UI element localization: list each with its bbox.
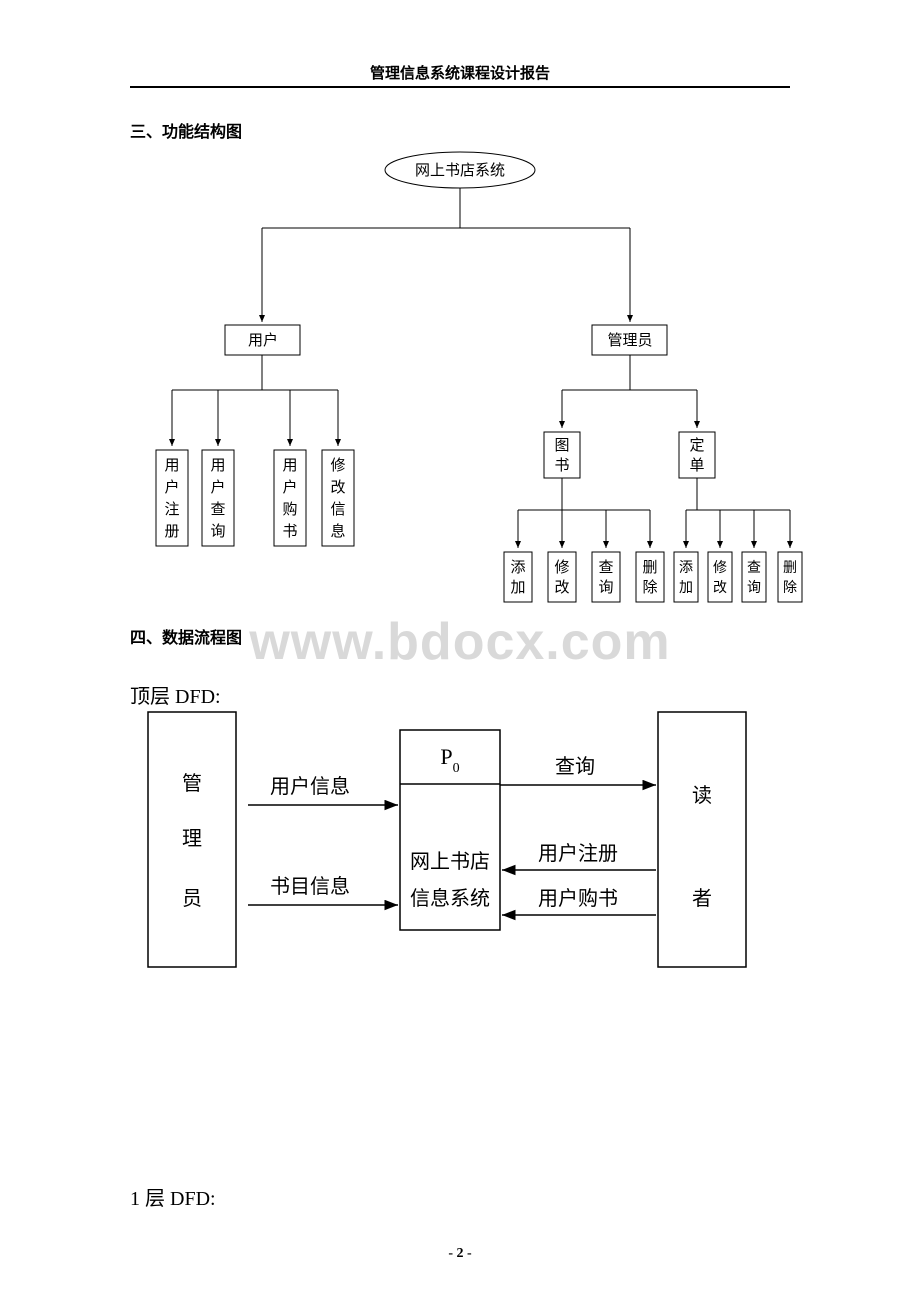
svg-text:加: 加 (679, 580, 693, 596)
svg-text:加: 加 (510, 579, 525, 596)
tree-root: 网上书店系统 (415, 162, 505, 179)
header-underline (130, 86, 790, 88)
svg-text:理: 理 (182, 828, 202, 850)
flow-user-info: 用户信息 (270, 775, 350, 798)
svg-text:户: 户 (282, 479, 297, 496)
svg-text:网上书店: 网上书店 (410, 850, 490, 873)
dfd-top-title: 顶层 DFD: (130, 680, 221, 709)
svg-text:询: 询 (598, 579, 613, 596)
svg-text:改: 改 (554, 579, 569, 596)
flow-user-reg: 用户注册 (538, 842, 618, 865)
svg-text:删: 删 (783, 560, 797, 576)
svg-text:除: 除 (783, 580, 797, 596)
svg-text:信息系统: 信息系统 (410, 887, 490, 910)
svg-text:除: 除 (642, 579, 657, 596)
tree-user: 用户 (248, 332, 278, 349)
svg-text:询: 询 (747, 580, 761, 596)
function-tree-diagram: 网上书店系统 用户 管理员 用 户 注 册 用 户 (0, 140, 920, 620)
page-header-title: 管理信息系统课程设计报告 (0, 62, 920, 83)
svg-text:定: 定 (689, 437, 704, 454)
page-number: - 2 - (0, 1246, 920, 1262)
svg-text:册: 册 (164, 524, 179, 540)
document-page: 管理信息系统课程设计报告 三、功能结构图 网上书店系统 用户 管理员 (0, 0, 920, 1302)
section4-title: 四、数据流程图 (130, 624, 242, 648)
user-leaves-group: 用 户 注 册 用 户 查 询 用 户 购 书 修 改 信 息 (156, 390, 354, 546)
flow-query: 查询 (555, 755, 595, 778)
svg-text:单: 单 (689, 457, 704, 474)
dfd-top-diagram: 管 理 员 读 者 P0 网上书店 信息系统 用户信息 书目信息 查询 用户注册… (0, 710, 920, 990)
svg-text:购: 购 (282, 501, 297, 518)
svg-text:者: 者 (692, 887, 712, 910)
svg-text:注: 注 (164, 501, 179, 518)
svg-text:添: 添 (679, 560, 693, 576)
svg-text:信: 信 (330, 501, 345, 518)
svg-text:读: 读 (692, 784, 712, 807)
flow-user-buy: 用户购书 (538, 887, 618, 910)
svg-text:查: 查 (747, 560, 761, 576)
svg-text:用: 用 (164, 458, 179, 474)
svg-text:修: 修 (713, 560, 727, 576)
svg-text:户: 户 (164, 479, 179, 496)
svg-text:修: 修 (330, 457, 345, 474)
flow-book-info: 书目信息 (270, 875, 350, 898)
svg-text:查: 查 (598, 559, 613, 576)
svg-text:删: 删 (642, 559, 657, 576)
svg-text:图: 图 (554, 437, 569, 454)
section3-title: 三、功能结构图 (130, 118, 242, 142)
svg-text:户: 户 (210, 479, 225, 496)
svg-text:息: 息 (330, 523, 345, 540)
svg-text:询: 询 (210, 523, 225, 540)
svg-text:员: 员 (182, 888, 202, 910)
svg-text:添: 添 (510, 559, 525, 576)
svg-text:用: 用 (282, 458, 297, 474)
svg-text:管: 管 (182, 772, 202, 795)
svg-text:书: 书 (554, 457, 569, 474)
svg-text:改: 改 (330, 479, 345, 496)
svg-text:改: 改 (713, 580, 727, 596)
svg-text:查: 查 (210, 501, 225, 518)
svg-text:用: 用 (210, 458, 225, 474)
svg-text:书: 书 (282, 523, 297, 540)
dfd1-title: 1 层 DFD: (130, 1182, 216, 1211)
tree-admin: 管理员 (607, 332, 652, 349)
svg-text:修: 修 (554, 559, 569, 576)
